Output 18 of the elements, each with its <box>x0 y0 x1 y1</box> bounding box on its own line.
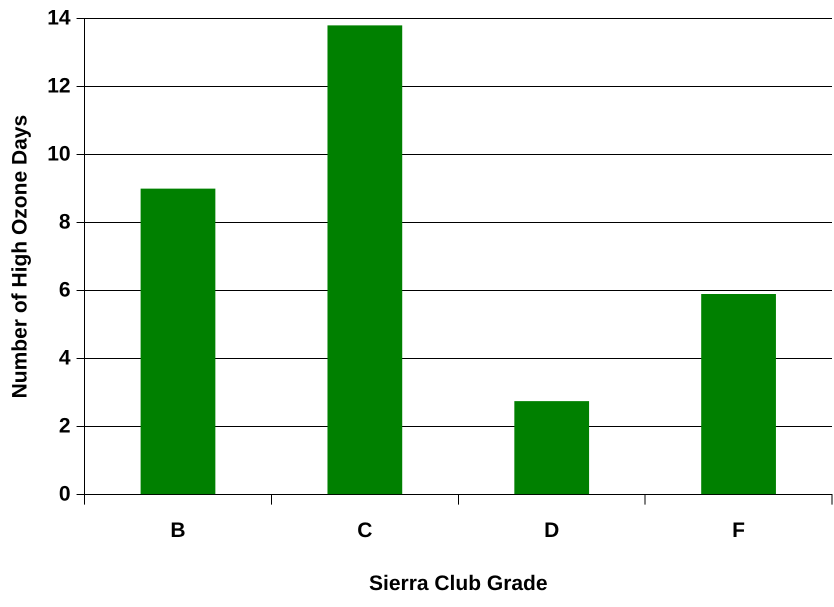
y-tick-label: 0 <box>58 482 71 506</box>
y-tick-label: 2 <box>58 414 71 438</box>
y-tick-label: 6 <box>58 278 71 302</box>
y-tick-label: 14 <box>47 6 71 30</box>
x-axis-title: Sierra Club Grade <box>369 572 548 596</box>
x-tick-label: C <box>357 518 372 542</box>
x-tick-label: F <box>732 518 746 542</box>
y-tick-label: 4 <box>58 346 71 370</box>
y-tick-label: 10 <box>47 142 71 166</box>
y-axis-title: Number of High Ozone Days <box>8 114 32 398</box>
x-tick-label: B <box>170 518 186 542</box>
bar <box>140 188 216 494</box>
bar <box>701 294 776 494</box>
bar <box>514 401 590 494</box>
y-tick-label: 8 <box>58 210 71 234</box>
x-tick-label: D <box>544 518 560 542</box>
bar <box>327 25 402 494</box>
y-tick-label: 12 <box>47 74 71 98</box>
